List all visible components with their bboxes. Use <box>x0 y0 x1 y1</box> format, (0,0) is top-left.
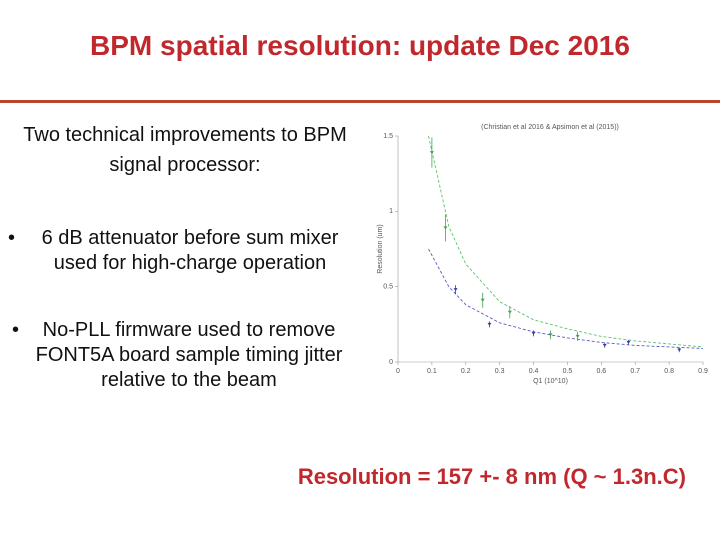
data-point <box>443 226 448 230</box>
chart: (Christian et al 2016 & Apsimon et al (2… <box>377 124 708 385</box>
bullet: 6 dB attenuator before sum mixer used fo… <box>8 226 350 276</box>
x-axis-label: Q1 (10^10) <box>533 378 568 385</box>
title-rule <box>0 100 720 103</box>
x-tick-label: 0.6 <box>596 368 606 375</box>
y-axis-label: Resolution (um) <box>377 224 384 273</box>
bullet: No-PLL firmware used to remove FONT5A bo… <box>12 318 344 393</box>
x-tick-label: 0 <box>396 368 400 375</box>
y-tick-label: 0 <box>389 359 393 366</box>
slide-title: BPM spatial resolution: update Dec 2016 <box>90 30 630 61</box>
data-point <box>487 322 492 326</box>
data-point <box>507 310 512 314</box>
data-point <box>602 343 607 347</box>
x-tick-label: 0.5 <box>563 368 573 375</box>
data-point <box>548 333 553 337</box>
data-point <box>531 331 536 335</box>
x-tick-label: 0.1 <box>427 368 437 375</box>
y-tick-label: 1.5 <box>383 133 393 140</box>
data-point <box>626 340 631 344</box>
result-text: Resolution = 157 +- 8 nm (Q ~ 1.3n.C) <box>297 464 686 489</box>
fit-curve <box>428 248 704 349</box>
x-tick-label: 0.8 <box>664 368 674 375</box>
fit-curve <box>428 135 704 348</box>
x-tick-label: 0.3 <box>495 368 505 375</box>
y-tick-label: 1 <box>389 208 393 215</box>
x-tick-label: 0.9 <box>698 368 708 375</box>
x-tick-label: 0.4 <box>529 368 539 375</box>
data-point <box>677 348 682 352</box>
data-point <box>429 151 434 155</box>
data-point <box>453 288 458 292</box>
data-point <box>575 334 580 338</box>
y-tick-label: 0.5 <box>383 284 393 291</box>
chart-title: (Christian et al 2016 & Apsimon et al (2… <box>481 124 619 131</box>
x-tick-label: 0.7 <box>630 368 640 375</box>
x-tick-label: 0.2 <box>461 368 471 375</box>
data-point <box>480 298 485 302</box>
intro-text: Two technical improvements to BPM signal… <box>23 124 347 176</box>
